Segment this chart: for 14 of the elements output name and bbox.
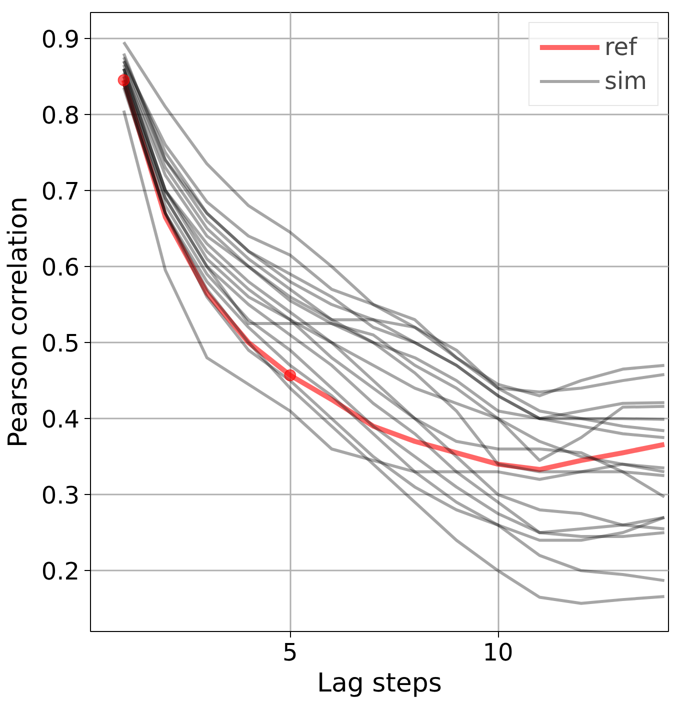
- legend-label: ref: [604, 33, 637, 61]
- y-axis-title: Pearson correlation: [3, 196, 34, 448]
- y-tick-label: 0.2: [41, 558, 80, 586]
- x-tick-label: 5: [282, 638, 298, 666]
- x-axis-title: Lag steps: [317, 668, 442, 698]
- y-tick-label: 0.5: [41, 330, 80, 358]
- y-tick-label: 0.7: [41, 177, 80, 206]
- legend-label: sim: [604, 67, 647, 95]
- y-tick-label: 0.3: [41, 482, 80, 510]
- y-tick-label: 0.8: [41, 101, 80, 130]
- x-tick-label: 10: [482, 638, 514, 666]
- y-tick-label: 0.6: [41, 253, 80, 282]
- y-tick-label: 0.4: [41, 406, 80, 434]
- y-tick-label: 0.9: [41, 25, 80, 54]
